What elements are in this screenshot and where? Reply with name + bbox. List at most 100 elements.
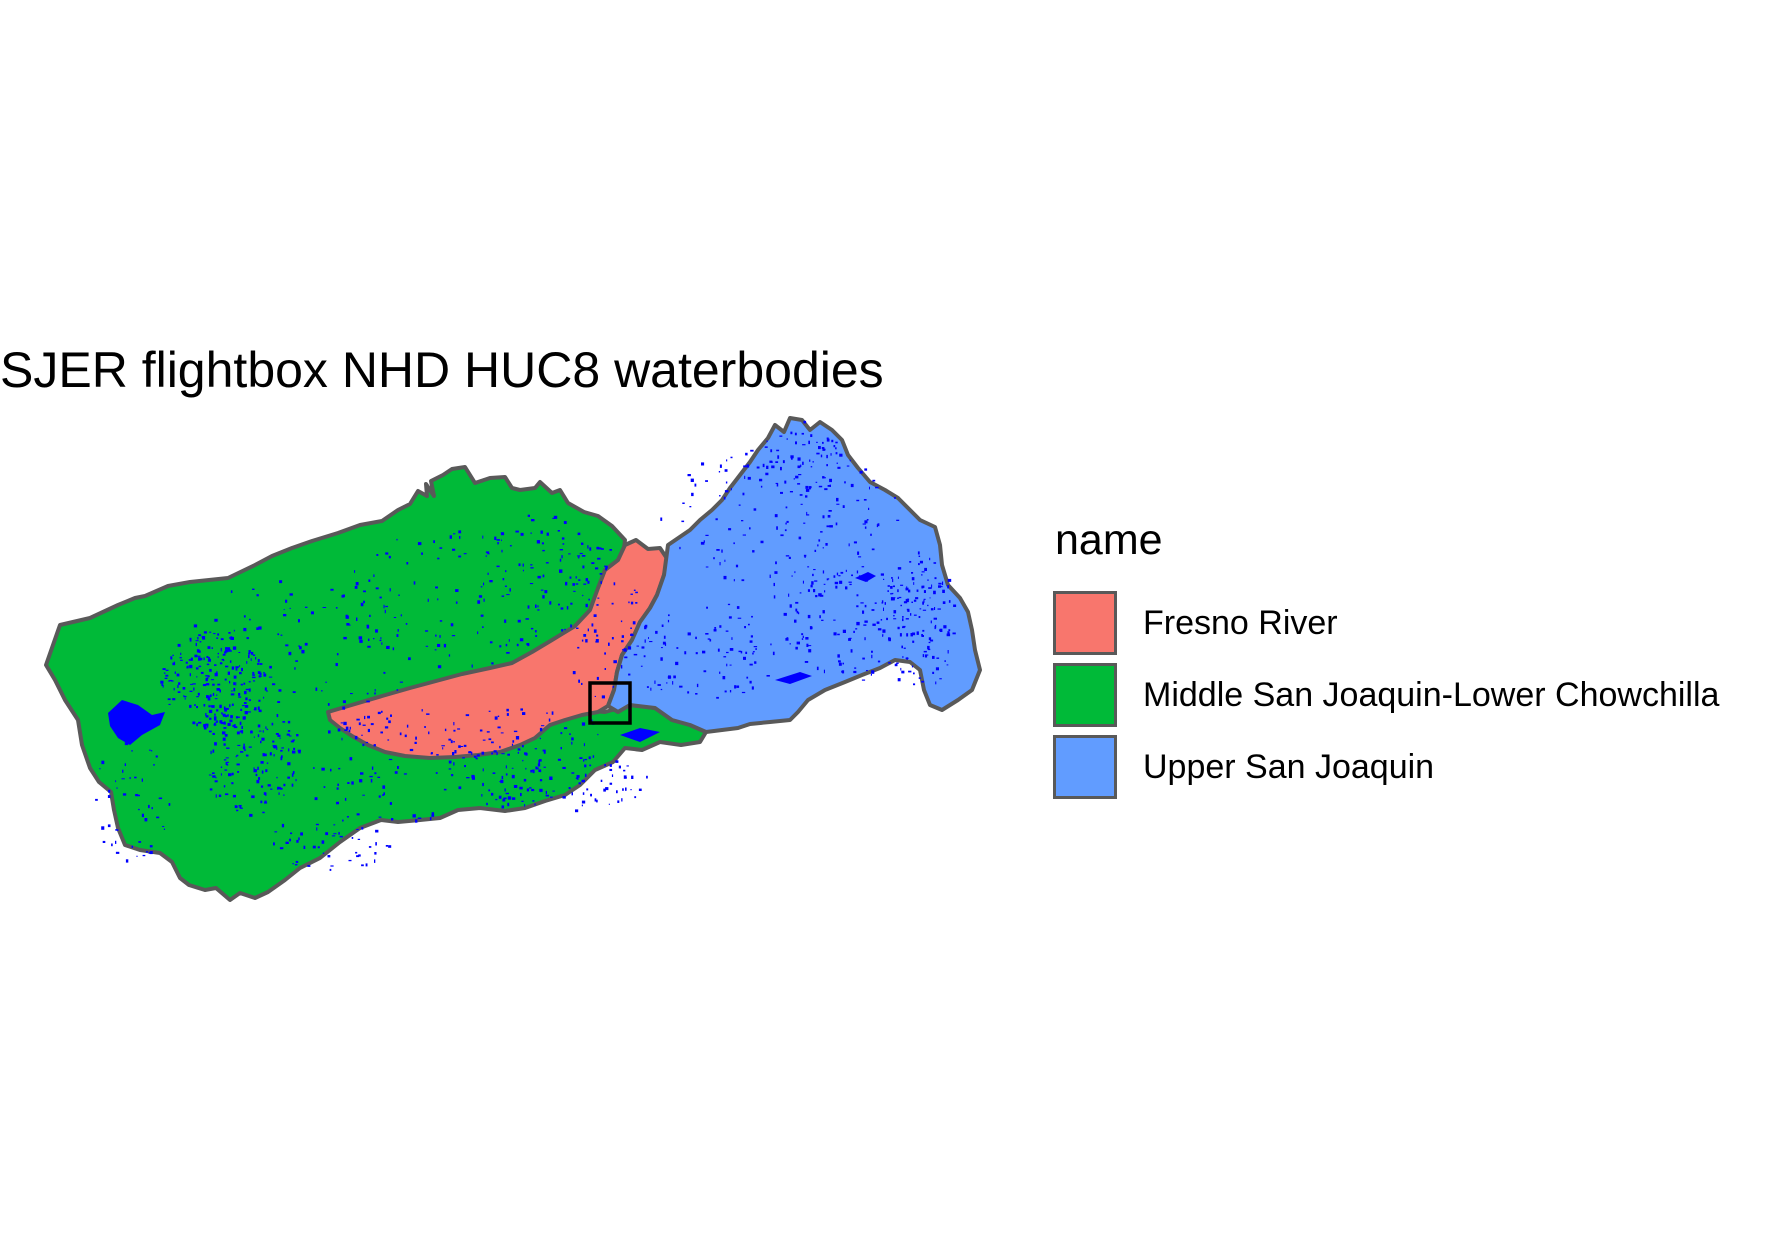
waterbody — [824, 590, 826, 593]
waterbody — [496, 565, 500, 568]
waterbody — [436, 754, 439, 756]
waterbody — [458, 745, 461, 748]
waterbody — [853, 630, 855, 633]
waterbody — [183, 695, 187, 698]
waterbody — [194, 704, 196, 706]
waterbody — [604, 668, 606, 670]
waterbody — [687, 691, 690, 694]
waterbody — [805, 637, 809, 640]
waterbody — [856, 594, 859, 597]
waterbody — [934, 625, 936, 630]
waterbody — [190, 657, 193, 661]
waterbody — [366, 625, 370, 629]
waterbody — [210, 705, 212, 707]
waterbody — [543, 766, 546, 768]
waterbody — [910, 633, 913, 637]
waterbody — [532, 769, 535, 772]
waterbody — [243, 743, 245, 746]
waterbody — [924, 654, 928, 658]
waterbody — [922, 629, 925, 632]
waterbody — [250, 730, 253, 732]
waterbody — [426, 713, 430, 715]
waterbody — [827, 578, 830, 580]
waterbody — [633, 589, 636, 591]
waterbody — [453, 722, 455, 726]
waterbody — [478, 595, 483, 598]
waterbody — [721, 549, 723, 553]
sjer-flightbox[interactable] — [588, 681, 632, 725]
waterbody — [370, 723, 374, 726]
waterbody — [618, 765, 621, 769]
waterbody — [349, 624, 351, 626]
waterbody — [801, 633, 804, 636]
waterbody — [726, 651, 729, 654]
waterbody — [499, 745, 501, 749]
waterbody — [749, 680, 752, 684]
waterbody — [388, 720, 391, 724]
waterbody — [650, 687, 652, 691]
waterbody — [539, 779, 543, 782]
waterbody — [751, 615, 753, 618]
waterbody — [719, 495, 721, 497]
waterbody — [463, 744, 467, 747]
waterbody — [705, 534, 709, 536]
waterbody — [226, 764, 229, 766]
waterbody — [258, 730, 262, 732]
waterbody — [206, 663, 210, 666]
waterbody — [609, 768, 613, 771]
waterbody — [501, 595, 505, 597]
waterbody — [741, 520, 744, 522]
waterbody — [298, 837, 300, 841]
waterbody — [116, 787, 118, 789]
waterbody — [283, 794, 285, 796]
waterbody — [228, 773, 232, 777]
waterbody — [497, 726, 501, 729]
waterbody — [725, 630, 729, 632]
waterbody — [520, 532, 524, 536]
waterbody — [285, 599, 288, 603]
waterbody — [381, 642, 383, 645]
waterbody — [494, 716, 498, 720]
waterbody — [439, 620, 443, 622]
waterbody — [452, 752, 455, 756]
waterbody — [871, 650, 873, 653]
legend-swatch — [1053, 735, 1117, 799]
waterbody — [406, 724, 409, 728]
region-upper-san-joaquin[interactable] — [606, 416, 982, 734]
waterbody — [215, 721, 217, 724]
waterbody — [814, 580, 818, 582]
waterbody — [189, 673, 191, 677]
waterbody — [802, 444, 806, 446]
waterbody — [584, 758, 587, 761]
waterbody — [728, 528, 732, 531]
waterbody — [538, 769, 542, 773]
waterbody — [582, 565, 585, 569]
waterbody — [421, 552, 423, 555]
waterbody — [451, 774, 454, 777]
waterbody — [814, 549, 817, 552]
waterbody — [368, 579, 371, 582]
waterbody — [344, 797, 347, 801]
waterbody — [229, 660, 232, 663]
waterbody — [582, 792, 585, 795]
waterbody — [457, 728, 461, 730]
waterbody — [232, 646, 237, 650]
waterbody — [358, 722, 361, 726]
waterbody — [172, 662, 176, 666]
waterbody — [613, 660, 617, 664]
waterbody — [902, 656, 904, 659]
waterbody — [827, 515, 831, 518]
waterbody — [415, 819, 418, 823]
waterbody — [819, 594, 824, 597]
waterbody — [384, 726, 389, 729]
waterbody — [588, 598, 590, 601]
waterbody — [425, 630, 429, 632]
waterbody — [455, 589, 459, 592]
waterbody — [248, 711, 251, 713]
waterbody — [193, 624, 198, 628]
waterbody — [244, 690, 247, 695]
waterbody — [734, 685, 737, 689]
waterbody — [258, 675, 261, 678]
waterbody — [363, 590, 366, 593]
waterbody — [199, 657, 203, 661]
